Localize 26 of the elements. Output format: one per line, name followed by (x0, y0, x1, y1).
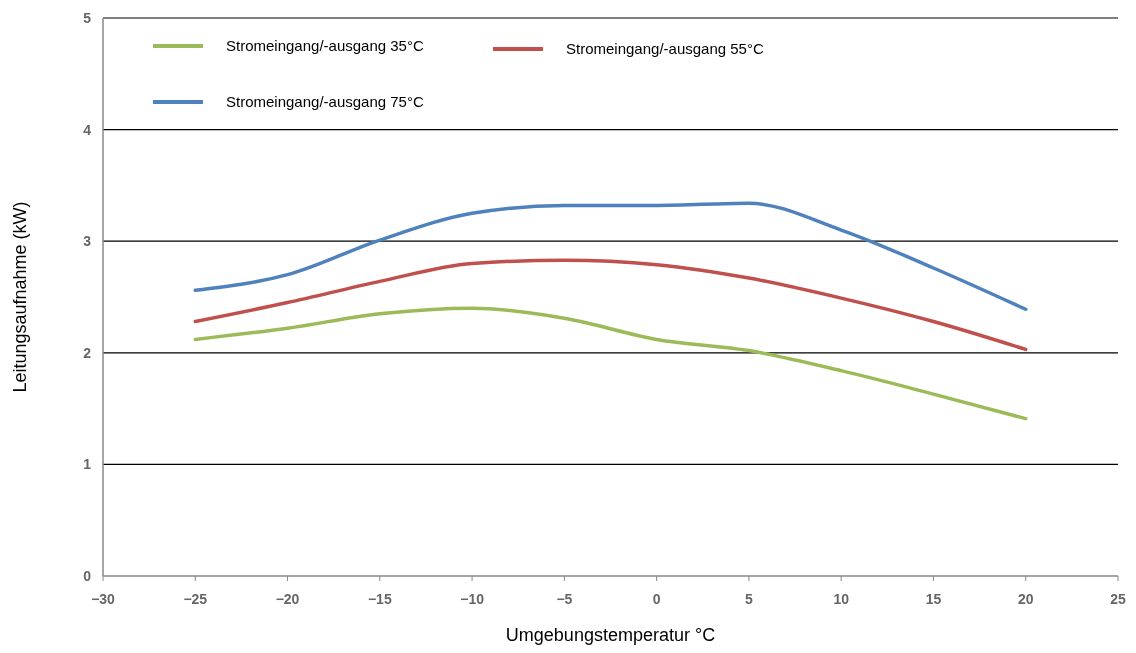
line-series (193, 258, 1028, 352)
line-series (193, 201, 1028, 312)
x-tick-label: 15 (925, 591, 942, 607)
y-tick-label: 3 (83, 233, 92, 250)
legend-label: Stromeingang/-ausgang 55°C (566, 40, 764, 57)
x-tick-label: 10 (833, 591, 850, 607)
y-tick-label: 4 (83, 121, 92, 138)
legend-label: Stromeingang/-ausgang 75°C (226, 93, 424, 110)
y-tick-label: 1 (83, 456, 92, 473)
x-tick-label: −30 (91, 591, 116, 607)
y-tick-label: 5 (83, 10, 92, 26)
x-tick-label: 20 (1017, 591, 1034, 607)
x-tick-label: 25 (1110, 591, 1126, 607)
x-tick-label: −15 (367, 591, 392, 607)
x-tick-label: 5 (745, 591, 754, 607)
line-series (193, 306, 1028, 421)
x-tick-label: −20 (275, 591, 300, 607)
legend-label: Stromeingang/-ausgang 35°C (226, 37, 424, 54)
x-tick-label: −25 (183, 591, 208, 607)
y-axis-title: Leitungsaufnahme (kW) (10, 201, 30, 393)
y-tick-label: 2 (83, 344, 92, 361)
x-tick-label: −10 (460, 591, 485, 607)
x-axis-title: Umgebungstemperatur °C (505, 625, 716, 645)
y-tick-label: 0 (83, 568, 92, 584)
x-tick-label: −5 (556, 591, 573, 607)
x-tick-label: 0 (652, 591, 661, 607)
